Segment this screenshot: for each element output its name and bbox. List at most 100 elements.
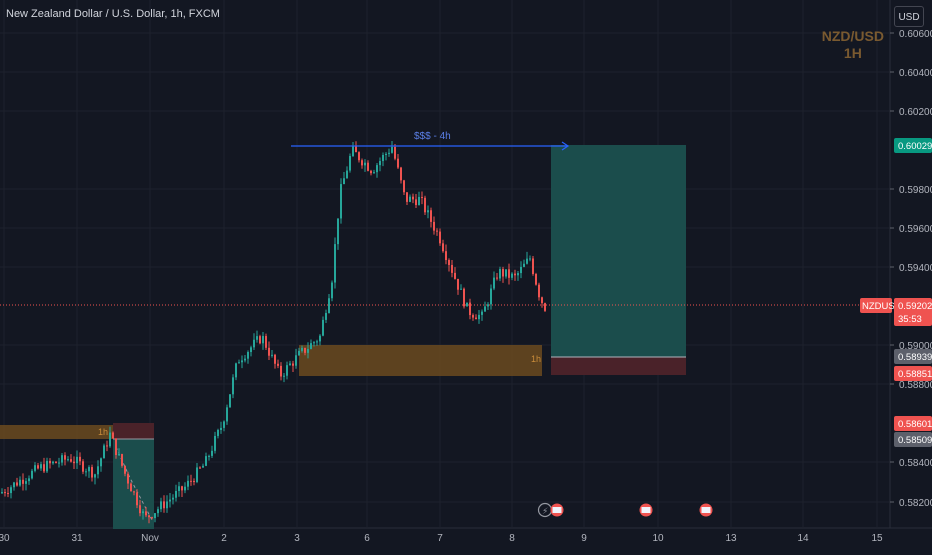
candle-body bbox=[157, 509, 159, 514]
candle-body bbox=[313, 342, 315, 344]
candle-body bbox=[334, 244, 336, 283]
candle-body bbox=[286, 365, 288, 376]
candle-body bbox=[181, 486, 183, 491]
candle-body bbox=[244, 358, 246, 361]
candle-body bbox=[253, 339, 255, 348]
candle-body bbox=[64, 455, 66, 460]
candle-body bbox=[85, 471, 87, 473]
demand-zone[interactable] bbox=[299, 345, 542, 376]
time-tick-label: 7 bbox=[437, 533, 443, 544]
svg-text:0.58601: 0.58601 bbox=[898, 419, 932, 430]
candle-body bbox=[301, 347, 303, 351]
candle-body bbox=[52, 461, 54, 464]
target-zone[interactable] bbox=[551, 145, 686, 357]
candle-body bbox=[154, 513, 156, 519]
candle-body bbox=[292, 363, 294, 366]
candle-body bbox=[19, 479, 21, 486]
candle-body bbox=[442, 243, 444, 252]
price-tick-label: 0.60600 bbox=[899, 29, 932, 40]
grid bbox=[0, 0, 932, 529]
candle-body bbox=[544, 303, 546, 311]
candle-body bbox=[394, 146, 396, 159]
candle-body bbox=[538, 284, 540, 298]
candle-body bbox=[535, 273, 537, 285]
candle-body bbox=[172, 497, 174, 500]
level-gray-tag bbox=[894, 432, 932, 447]
candle-body bbox=[220, 427, 222, 430]
svg-text:0.59202: 0.59202 bbox=[898, 301, 932, 312]
old-stop-zone[interactable] bbox=[113, 423, 154, 439]
candle-body bbox=[46, 460, 48, 472]
candle-body bbox=[448, 260, 450, 265]
candle-body bbox=[391, 146, 393, 153]
time-tick-label: 9 bbox=[581, 533, 587, 544]
candle-body bbox=[121, 454, 123, 466]
candle-body bbox=[304, 347, 306, 353]
candle-body bbox=[298, 350, 300, 356]
candle-body bbox=[214, 435, 216, 451]
candle-body bbox=[412, 196, 414, 200]
time-tick-label: 14 bbox=[797, 533, 809, 544]
candle-body bbox=[277, 363, 279, 366]
candle-body bbox=[364, 162, 366, 166]
symbol-title[interactable]: New Zealand Dollar / U.S. Dollar, 1h, FX… bbox=[6, 8, 220, 20]
candle-body bbox=[10, 487, 12, 494]
candle-body bbox=[55, 461, 57, 464]
candle-body bbox=[403, 180, 405, 193]
candle-body bbox=[148, 515, 150, 518]
currency-button[interactable]: USD bbox=[894, 6, 924, 27]
old-target-zone[interactable] bbox=[113, 439, 154, 529]
candle-body bbox=[229, 394, 231, 408]
time-tick-label: 3 bbox=[294, 533, 300, 544]
candle-body bbox=[289, 363, 291, 366]
candle-body bbox=[67, 459, 69, 461]
candle-body bbox=[433, 221, 435, 231]
time-tick-label: 13 bbox=[725, 533, 737, 544]
candle-body bbox=[415, 199, 417, 206]
watermark-timeframe: 1H bbox=[843, 45, 862, 61]
candle-body bbox=[70, 459, 72, 462]
candle-body bbox=[1, 492, 3, 494]
price-axis[interactable]: 0.60600 0.60400 0.60200 0.59800 0.59600 0.594… bbox=[890, 29, 932, 509]
candle-body bbox=[346, 170, 348, 179]
candle-body bbox=[316, 341, 318, 343]
candle-body bbox=[451, 264, 453, 273]
candle-body bbox=[532, 258, 534, 274]
candle-body bbox=[361, 160, 363, 166]
candle-body bbox=[307, 348, 309, 353]
candle-body bbox=[265, 336, 267, 348]
candle-body bbox=[16, 482, 18, 486]
price-tick-label: 0.59000 bbox=[899, 341, 932, 352]
candle-body bbox=[235, 363, 237, 378]
candle-body bbox=[49, 460, 51, 464]
candle-body bbox=[379, 161, 381, 166]
candle-body bbox=[526, 258, 528, 264]
stop-zone[interactable] bbox=[551, 357, 686, 375]
candle-body bbox=[397, 158, 399, 168]
time-axis[interactable]: 30 31 Nov 2 3 6 7 8 9 10 13 14 15 bbox=[0, 533, 883, 544]
old-demand-zone[interactable] bbox=[0, 425, 113, 439]
candle-body bbox=[454, 272, 456, 279]
candle-body bbox=[124, 465, 126, 474]
candle-body bbox=[481, 311, 483, 315]
candle-body bbox=[430, 210, 432, 222]
candle-body bbox=[97, 466, 99, 475]
time-tick-label: 10 bbox=[652, 533, 664, 544]
candle-body bbox=[37, 465, 39, 469]
price-tick-label: 0.59600 bbox=[899, 224, 932, 235]
candle-body bbox=[523, 263, 525, 267]
candle-body bbox=[370, 170, 372, 174]
candle-body bbox=[211, 450, 213, 456]
price-tick-label: 0.58200 bbox=[899, 498, 932, 509]
candle-body bbox=[223, 421, 225, 428]
candle-body bbox=[94, 474, 96, 478]
symbol-watermark: NZD/USD 1H bbox=[822, 28, 884, 62]
candle-body bbox=[406, 192, 408, 202]
candle-body bbox=[31, 470, 33, 479]
svg-text:0.60029: 0.60029 bbox=[898, 141, 932, 152]
candle-body bbox=[109, 432, 111, 447]
candle-body bbox=[295, 355, 297, 366]
events[interactable]: ⚡ bbox=[537, 502, 713, 518]
candle-body bbox=[376, 165, 378, 173]
